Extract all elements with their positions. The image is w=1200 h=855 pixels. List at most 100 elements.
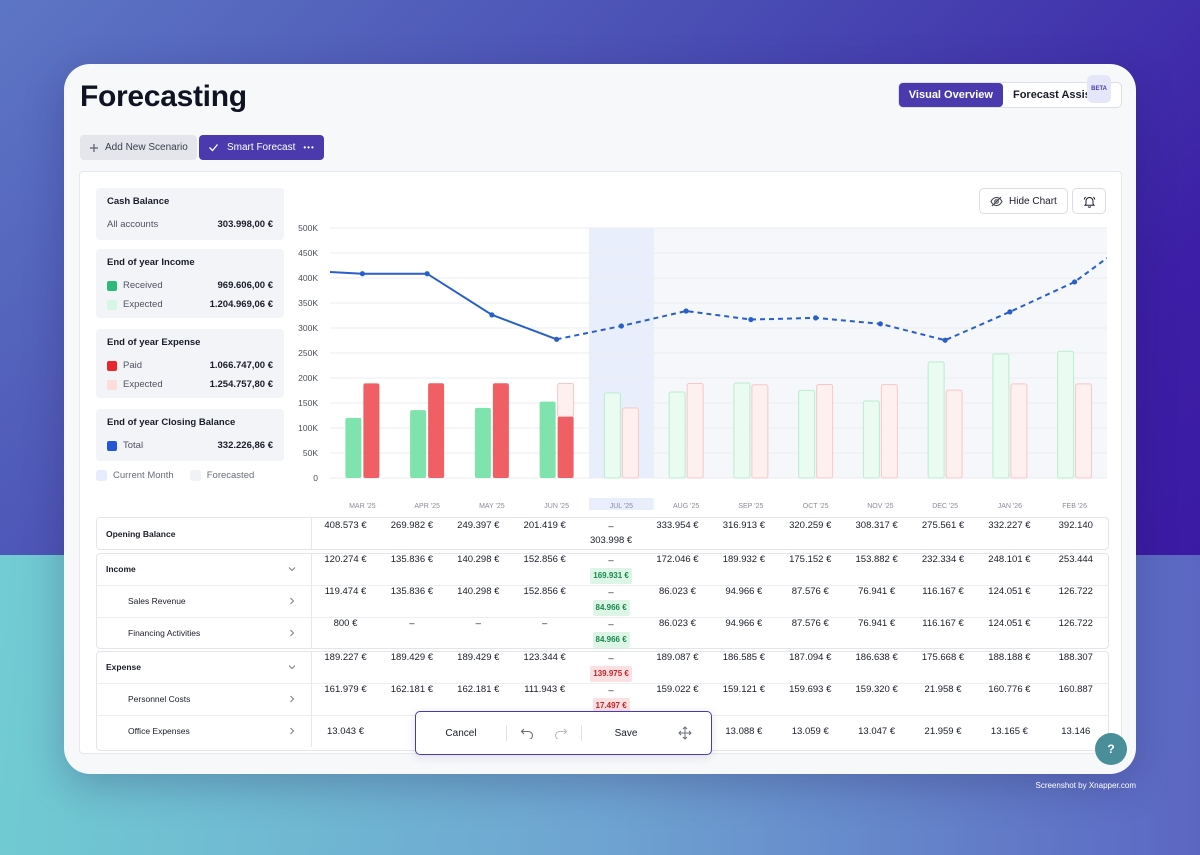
table-cell[interactable]: 189.227 € [324, 652, 367, 663]
table-cell[interactable]: 189.932 € [722, 554, 765, 565]
table-cell[interactable]: 123.344 € [523, 652, 566, 663]
table-cell[interactable]: 76.941 € [858, 618, 896, 629]
chevron-right-icon[interactable] [287, 726, 297, 736]
table-cell[interactable]: 172.046 € [656, 554, 699, 565]
table-cell[interactable]: 124.051 € [988, 586, 1031, 597]
table-cell[interactable]: 232.334 € [921, 554, 965, 565]
undo-icon[interactable] [520, 727, 534, 739]
table-cell[interactable]: 162.181 € [390, 684, 434, 695]
table-row-financing[interactable]: Financing Activities 800 € – – – – 84.966 € 86… [96, 617, 1109, 649]
table-cell[interactable]: 392.140 [1058, 519, 1093, 531]
table-row-expense[interactable]: Expense 189.227 € 189.429 € 189.429 € 123.3… [96, 651, 1109, 683]
save-button[interactable]: Save [614, 727, 638, 739]
move-icon[interactable] [678, 726, 692, 740]
table-cell[interactable]: 186.585 € [722, 652, 765, 663]
table-cell[interactable]: 187.094 € [789, 652, 832, 663]
table-cell[interactable]: 152.856 € [523, 586, 566, 597]
table-row-sales-revenue[interactable]: Sales Revenue 119.474 € 135.836 € 140.298 … [96, 585, 1109, 617]
table-cell[interactable]: 201.419 € [523, 519, 566, 531]
cancel-button[interactable]: Cancel [445, 727, 477, 739]
redo-icon[interactable] [554, 727, 568, 739]
table-cell[interactable]: 175.668 € [921, 652, 965, 663]
table-cell[interactable]: – [409, 618, 415, 629]
table-cell[interactable]: 189.429 € [457, 652, 500, 663]
table-cell[interactable]: 13.043 € [327, 725, 364, 737]
table-cell[interactable]: 111.943 € [524, 684, 566, 695]
table-cell[interactable]: 188.188 € [988, 652, 1031, 663]
tab-forecast-assistant[interactable]: Forecast Assistant BETA [1003, 75, 1121, 107]
table-cell[interactable]: 160.776 € [988, 684, 1031, 695]
smart-forecast-button[interactable]: Smart Forecast ••• [199, 135, 324, 160]
table-cell[interactable]: 120.274 € [324, 554, 367, 565]
table-cell[interactable]: 140.298 € [457, 554, 500, 565]
table-cell[interactable]: 332.227 € [988, 519, 1031, 531]
hide-chart-button[interactable]: Hide Chart [979, 188, 1068, 214]
table-cell[interactable]: 175.152 € [789, 554, 832, 565]
table-cell[interactable]: 161.979 € [324, 684, 367, 695]
table-cell[interactable]: 21.959 € [924, 725, 962, 737]
table-cell[interactable]: 152.856 € [523, 554, 566, 565]
table-cell[interactable]: 316.913 € [722, 519, 765, 531]
table-cell[interactable]: 86.023 € [658, 618, 696, 629]
table-cell[interactable]: – 139.975 € [578, 652, 644, 682]
table-cell[interactable]: 308.317 € [855, 519, 898, 531]
table-row-personnel[interactable]: Personnel Costs 161.979 € 162.181 € 162.18… [96, 683, 1109, 715]
alerts-button[interactable] [1072, 188, 1106, 214]
table-cell[interactable]: – 84.966 € [578, 586, 644, 616]
more-options-icon[interactable]: ••• [303, 143, 315, 152]
table-cell[interactable]: – 169.931 € [578, 554, 644, 584]
chevron-down-icon[interactable] [287, 662, 297, 672]
table-cell[interactable]: 13.146 [1061, 725, 1091, 737]
table-cell[interactable]: 188.307 [1058, 652, 1093, 663]
table-cell[interactable]: 269.982 € [390, 519, 434, 531]
table-cell[interactable]: 320.259 € [789, 519, 832, 531]
table-cell[interactable]: 253.444 [1058, 554, 1093, 565]
table-cell[interactable]: 408.573 € [324, 519, 367, 531]
table-cell[interactable]: 135.836 € [390, 586, 434, 597]
chevron-right-icon[interactable] [287, 628, 297, 638]
table-cell[interactable]: 800 € [333, 618, 358, 629]
table-cell[interactable]: 116.167 € [922, 586, 964, 597]
table-cell[interactable]: 94.966 € [725, 586, 763, 597]
table-cell[interactable]: 333.954 € [656, 519, 699, 531]
table-cell[interactable]: 153.882 € [855, 554, 898, 565]
table-cell[interactable]: 159.121 € [722, 684, 765, 695]
table-cell[interactable]: – 303.998 € [578, 520, 644, 548]
table-cell[interactable]: 159.022 € [656, 684, 699, 695]
table-cell[interactable]: 124.051 € [988, 618, 1031, 629]
table-cell[interactable]: 159.320 € [855, 684, 898, 695]
table-cell[interactable]: 248.101 € [988, 554, 1031, 565]
table-cell[interactable]: 13.088 € [725, 725, 763, 737]
table-cell[interactable]: 87.576 € [791, 618, 829, 629]
table-cell[interactable]: 159.693 € [789, 684, 832, 695]
table-cell[interactable]: 13.165 € [990, 725, 1028, 737]
chevron-down-icon[interactable] [287, 564, 297, 574]
table-cell[interactable]: 275.561 € [921, 519, 965, 531]
table-cell[interactable]: 189.429 € [390, 652, 434, 663]
chevron-right-icon[interactable] [287, 694, 297, 704]
table-cell[interactable]: – 17.497 € [578, 684, 644, 714]
chevron-right-icon[interactable] [287, 596, 297, 606]
add-scenario-button[interactable]: Add New Scenario [80, 135, 197, 160]
table-cell[interactable]: 94.966 € [725, 618, 763, 629]
table-cell[interactable]: 140.298 € [457, 586, 500, 597]
table-cell[interactable]: 126.722 [1058, 618, 1093, 629]
table-cell[interactable]: 189.087 € [656, 652, 699, 663]
tab-visual-overview[interactable]: Visual Overview [898, 83, 1003, 107]
table-cell[interactable]: 160.887 [1058, 684, 1093, 695]
table-cell[interactable]: 126.722 [1058, 586, 1093, 597]
table-cell[interactable]: 13.047 € [858, 725, 896, 737]
table-cell[interactable]: 13.059 € [791, 725, 829, 737]
table-cell[interactable]: – [475, 618, 481, 629]
table-cell[interactable]: 87.576 € [791, 586, 829, 597]
table-cell[interactable]: – 84.966 € [578, 618, 644, 648]
table-cell[interactable]: 116.167 € [922, 618, 964, 629]
table-cell[interactable]: 76.941 € [858, 586, 896, 597]
table-cell[interactable]: 249.397 € [457, 519, 500, 531]
help-button[interactable]: ? [1095, 733, 1127, 765]
table-row-office[interactable]: Office Expenses 13.043 € 13.088 € 13.059 €… [96, 715, 1109, 747]
table-cell[interactable]: 162.181 € [457, 684, 500, 695]
table-cell[interactable]: – [542, 618, 548, 629]
table-cell[interactable]: 86.023 € [658, 586, 696, 597]
table-cell[interactable]: 21.958 € [924, 684, 962, 695]
